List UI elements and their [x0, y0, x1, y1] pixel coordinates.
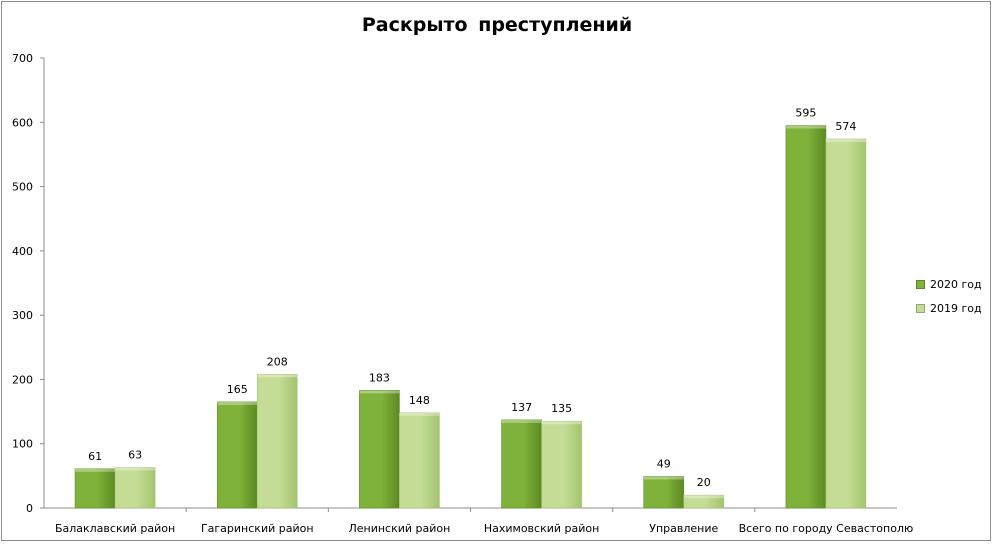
bar-highlight: [785, 125, 826, 129]
legend-label-2020: 2020 год: [930, 277, 982, 291]
data-label: 135: [551, 402, 572, 415]
bar: [74, 468, 116, 509]
bar-highlight: [501, 419, 542, 423]
x-tick-label: Нахимовский район: [484, 522, 599, 535]
bar-highlight: [257, 374, 298, 378]
x-tick-label: Балаклавский район: [55, 522, 175, 535]
data-label: 595: [795, 107, 816, 120]
bar: [114, 467, 156, 509]
data-label: 49: [657, 458, 671, 471]
data-label: 574: [835, 120, 856, 133]
bar: [399, 412, 440, 509]
bar-highlight: [541, 421, 582, 425]
bar: [359, 390, 400, 509]
bar-highlight: [359, 390, 400, 394]
bar: [643, 476, 685, 509]
chart-title: Раскрыто преступлений: [361, 14, 633, 36]
data-label: 208: [267, 355, 288, 368]
x-tick-label: Гагаринский район: [201, 522, 314, 535]
bar-highlight: [825, 139, 866, 142]
bar-highlight: [217, 401, 258, 405]
legend-item-2019: 2019 год: [916, 296, 982, 320]
bar: [683, 494, 725, 509]
y-tick-label: 200: [12, 373, 33, 386]
bar: [216, 401, 258, 509]
legend-label-2019: 2019 год: [930, 301, 982, 315]
legend-swatch-2019: [916, 303, 925, 313]
bar-highlight: [115, 467, 156, 471]
data-label: 63: [128, 449, 142, 462]
y-tick-label: 400: [12, 245, 33, 258]
data-label: 148: [409, 394, 430, 407]
bar-highlight: [683, 495, 724, 499]
y-tick-label: 700: [12, 52, 33, 65]
y-tick-label: 600: [12, 116, 33, 129]
bar: [541, 420, 582, 509]
y-tick-label: 0: [26, 502, 33, 515]
y-tick-label: 100: [12, 438, 33, 451]
bar: [785, 125, 827, 509]
legend-swatch-2020: [916, 279, 925, 289]
legend: 2020 год 2019 год: [916, 272, 982, 320]
bar: [825, 138, 867, 509]
x-tick-label: Управление: [649, 522, 718, 535]
x-tick-label: Всего по городу Севастополю: [739, 522, 914, 535]
y-tick-label: 300: [12, 309, 33, 322]
data-label: 183: [369, 371, 390, 384]
bar-highlight: [399, 412, 440, 416]
y-tick-label: 500: [12, 181, 33, 194]
bar-highlight: [75, 468, 116, 472]
bar: [256, 373, 298, 509]
x-tick-label: Ленинский район: [348, 522, 450, 535]
data-label: 20: [697, 476, 711, 489]
bar: [501, 419, 542, 509]
data-label: 137: [511, 401, 532, 414]
legend-item-2020: 2020 год: [916, 272, 982, 296]
data-label: 165: [227, 383, 248, 396]
bar-highlight: [643, 476, 684, 480]
data-label: 61: [88, 450, 102, 463]
